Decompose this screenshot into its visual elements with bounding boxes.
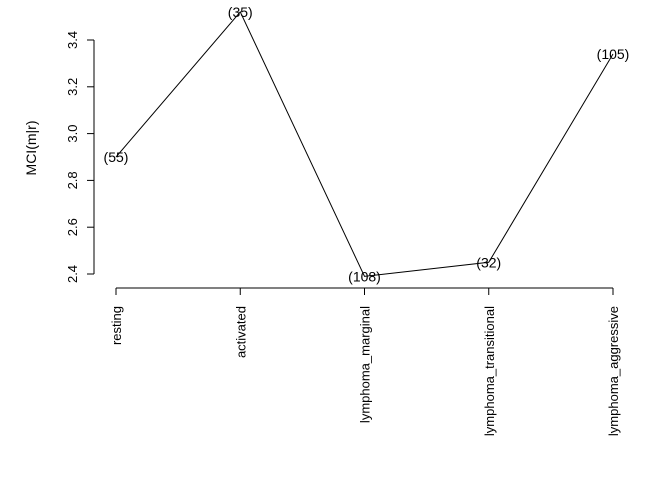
- y-tick-label: 2.4: [65, 265, 80, 283]
- x-tick-label: lymphoma_transitional: [482, 306, 497, 436]
- y-tick-label: 2.6: [65, 218, 80, 236]
- point-label: (108): [348, 268, 381, 284]
- y-tick-label: 2.8: [65, 171, 80, 189]
- point-label: (35): [228, 4, 253, 20]
- x-tick-label: activated: [233, 306, 248, 358]
- point-label: (32): [476, 254, 501, 270]
- y-tick-label: 3.0: [65, 125, 80, 143]
- x-axis: resting activated lymphoma_marginal lymphom…: [109, 287, 621, 436]
- point-label: (55): [104, 149, 129, 165]
- y-tick-label: 3.4: [65, 31, 80, 49]
- x-tick-label: resting: [109, 306, 124, 345]
- y-axis-label: MCI(m|r): [23, 121, 39, 176]
- series-line: [115, 11, 614, 277]
- y-tick-label: 3.2: [65, 78, 80, 96]
- y-axis: 2.4 2.6 2.8 3.0 3.2 3.4: [65, 31, 95, 283]
- series-mci: (55) (35) (108) (32) (105): [104, 4, 630, 284]
- x-tick-label: lymphoma_aggressive: [606, 306, 621, 436]
- point-label: (105): [597, 46, 630, 62]
- x-tick-label: lymphoma_marginal: [358, 306, 373, 423]
